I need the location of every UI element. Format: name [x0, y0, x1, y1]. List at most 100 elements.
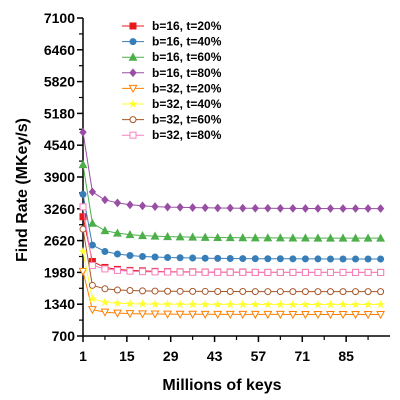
data-point — [326, 233, 335, 242]
data-point — [113, 309, 122, 318]
data-point — [313, 233, 323, 242]
data-point — [339, 268, 347, 276]
data-point — [352, 268, 360, 276]
data-point — [301, 255, 309, 263]
data-point — [150, 299, 160, 308]
series-8 — [79, 203, 385, 276]
series-6 — [78, 246, 386, 309]
data-point — [326, 310, 335, 320]
data-point — [326, 299, 335, 309]
data-point — [78, 246, 88, 256]
legend-item: b=32, t=60% — [122, 113, 222, 127]
x-tick-label: 43 — [207, 348, 223, 364]
data-point — [377, 255, 385, 263]
y-tick-label: 700 — [52, 328, 76, 344]
data-point — [238, 299, 248, 309]
data-point — [339, 204, 347, 213]
data-point — [301, 268, 309, 276]
data-point — [200, 232, 210, 241]
data-point — [264, 268, 272, 276]
series-7 — [79, 225, 385, 296]
data-point — [352, 255, 360, 263]
legend-item: b=32, t=40% — [122, 97, 222, 111]
legend-marker — [128, 52, 138, 61]
data-point — [151, 253, 159, 261]
data-point — [300, 299, 310, 309]
data-point — [101, 285, 109, 293]
series-2 — [79, 190, 385, 263]
data-point — [79, 203, 87, 211]
data-point — [339, 288, 347, 296]
data-point — [188, 203, 197, 212]
data-point — [301, 204, 310, 213]
y-tick-label: 6460 — [44, 42, 75, 58]
data-point — [351, 299, 360, 309]
data-point — [251, 268, 259, 276]
data-point — [139, 287, 147, 295]
data-point — [300, 310, 310, 320]
data-point — [313, 299, 323, 309]
data-point — [163, 310, 173, 319]
legend-marker — [129, 22, 137, 30]
data-point — [326, 255, 334, 263]
data-point — [314, 204, 322, 213]
data-point — [213, 310, 223, 320]
data-point — [339, 255, 347, 263]
data-point — [126, 267, 134, 275]
y-tick-label: 1340 — [44, 296, 75, 312]
data-point — [213, 299, 223, 309]
data-point — [351, 204, 360, 213]
data-point — [313, 310, 323, 320]
data-point — [125, 229, 135, 239]
data-point — [250, 310, 260, 320]
data-point — [377, 268, 385, 276]
y-tick-label: 3900 — [44, 169, 75, 185]
data-point — [300, 233, 310, 242]
data-point — [376, 204, 385, 213]
legend-label: b=32, t=60% — [152, 113, 222, 127]
data-point — [175, 310, 185, 319]
data-point — [201, 268, 209, 276]
data-point — [363, 233, 373, 242]
legend-label: b=32, t=20% — [152, 81, 222, 95]
data-point — [125, 310, 135, 319]
data-point — [239, 203, 247, 213]
data-point — [376, 233, 386, 242]
data-point — [163, 202, 172, 212]
data-point — [201, 254, 209, 262]
data-point — [338, 299, 348, 309]
data-point — [176, 202, 184, 212]
data-point — [100, 308, 110, 317]
data-point — [214, 268, 222, 276]
data-point — [351, 233, 360, 242]
data-point — [139, 268, 147, 276]
data-point — [214, 287, 222, 295]
legend-item: b=32, t=20% — [122, 81, 222, 95]
data-point — [150, 310, 160, 319]
data-point — [113, 250, 121, 258]
data-point — [138, 299, 147, 308]
data-point — [79, 213, 87, 221]
data-point — [238, 233, 248, 242]
legend-label: b=32, t=40% — [152, 97, 222, 111]
data-point — [79, 190, 87, 198]
data-point — [79, 127, 87, 137]
data-point — [200, 299, 210, 309]
data-point — [239, 255, 247, 263]
data-point — [78, 267, 88, 277]
data-point — [88, 261, 96, 269]
x-tick-label: 1 — [79, 348, 87, 364]
data-point — [264, 288, 272, 296]
data-point — [377, 288, 385, 296]
data-point — [376, 310, 386, 320]
data-point — [275, 233, 285, 242]
data-point — [126, 252, 134, 260]
y-tick-label: 3260 — [44, 201, 75, 217]
legend-item: b=16, t=40% — [122, 35, 222, 49]
series-1 — [79, 213, 385, 276]
data-point — [113, 266, 121, 274]
data-point — [87, 218, 97, 227]
data-point — [314, 255, 322, 263]
data-point — [201, 203, 209, 213]
legend-marker — [129, 116, 137, 124]
